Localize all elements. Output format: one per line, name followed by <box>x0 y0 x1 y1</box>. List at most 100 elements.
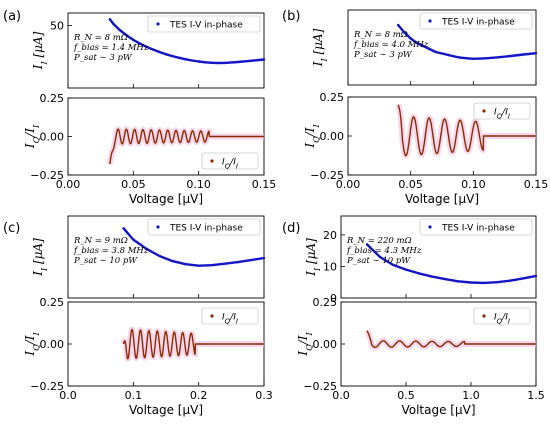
panel-label: (c) <box>3 221 20 236</box>
parameter-annotation: P_sat ∼ 3 pW <box>353 50 413 60</box>
iv-data-point <box>417 272 421 275</box>
iv-data-point <box>145 247 148 250</box>
x-tick-label: 0.00 <box>336 178 361 191</box>
iv-data-point <box>522 53 525 56</box>
y-axis-label: IQ/II <box>296 332 314 357</box>
iv-data-point <box>422 44 425 48</box>
legend-marker <box>156 225 160 229</box>
iv-data-point <box>469 281 473 284</box>
legend-box <box>473 102 531 120</box>
iv-data-point <box>108 18 112 21</box>
parameter-annotation: P_sat ∼ 10 pW <box>346 256 411 266</box>
legend-box <box>147 15 261 33</box>
legend-box <box>419 12 533 30</box>
y-axis-label: IQ/II <box>23 332 41 357</box>
legend-marker <box>210 159 214 163</box>
parameter-annotation: f_bias = 4.0 MHz <box>353 40 429 50</box>
parameter-annotation: R_N = 8 mΩ <box>73 33 128 43</box>
x-tick-label: 0.1 <box>125 389 143 402</box>
iv-data-point <box>210 61 213 64</box>
iv-data-point <box>171 54 174 58</box>
iv-data-point <box>262 256 266 260</box>
legend-marker <box>210 314 214 318</box>
iq-series-line <box>397 104 537 157</box>
x-tick-label: 0.05 <box>398 178 423 191</box>
iv-data-point <box>495 281 499 284</box>
iv-data-point <box>365 243 369 246</box>
iv-data-point <box>204 61 207 64</box>
iv-data-point <box>177 56 181 59</box>
x-tick-label: 0.10 <box>461 178 486 191</box>
iv-data-point <box>465 57 469 60</box>
y-tick-label: 0.00 <box>313 338 338 351</box>
iv-data-point <box>508 279 512 282</box>
y-axis-label: IQ/II <box>303 124 321 149</box>
legend-label: TES I-V in-phase <box>169 21 243 31</box>
parameter-annotation: R_N = 8 mΩ <box>353 30 408 40</box>
y-tick-label: 50 <box>50 20 64 33</box>
legend-box <box>201 307 259 325</box>
y-tick-label: 0 <box>330 292 337 305</box>
panel-label: (d) <box>282 221 300 236</box>
iv-data-point <box>145 45 148 48</box>
iv-data-point <box>151 48 155 51</box>
parameter-annotation: f_bias = 4.3 MHz <box>346 246 422 256</box>
iv-data-point <box>378 255 382 259</box>
iv-data-point <box>132 238 135 241</box>
iv-data-point <box>184 58 187 61</box>
iv-data-point <box>456 280 460 283</box>
top-axes-frame <box>340 215 537 299</box>
iv-data-point <box>484 57 488 60</box>
iv-data-point <box>430 275 434 278</box>
x-tick-label: 1.0 <box>462 389 480 402</box>
iv-data-point <box>132 38 135 42</box>
iv-data-point <box>428 47 431 51</box>
iv-data-point <box>184 262 187 266</box>
iv-data-point <box>249 258 253 262</box>
x-tick-label: 0.2 <box>190 389 208 402</box>
iv-data-point <box>125 34 128 37</box>
iv-data-point <box>509 54 513 58</box>
x-axis-label: Voltage [μV] <box>405 192 479 206</box>
x-tick-label: 0.00 <box>56 178 81 191</box>
iv-data-point <box>534 52 538 55</box>
iq-series-line <box>122 328 265 360</box>
y-axis-label: II [μA] <box>31 238 49 277</box>
iv-data-point <box>478 57 481 60</box>
y-axis-label: II [μA] <box>31 31 49 70</box>
legend-marker <box>428 225 432 229</box>
iv-data-point <box>119 29 122 32</box>
legend-box <box>201 152 259 170</box>
legend-marker <box>482 314 486 318</box>
x-axis-label: Voltage [μV] <box>129 192 203 206</box>
y-axis-label: IQ/II <box>23 124 41 149</box>
panel-1: (b) II [μA] R_N = 8 mΩf_bias = 4.0 MHzP_sa… <box>282 9 548 206</box>
top-axes-frame <box>67 12 265 89</box>
iv-data-point <box>404 268 408 271</box>
y-tick-label: 20 <box>323 229 337 242</box>
iv-data-point <box>236 60 240 64</box>
y-tick-label: 0.00 <box>40 338 65 351</box>
y-tick-label: 0.25 <box>320 91 345 104</box>
y-tick-label: 0.00 <box>320 130 345 143</box>
legend-label: IQ/II <box>494 313 510 326</box>
y-axis-label: II [μA] <box>304 238 322 277</box>
parameter-annotation: P_sat ∼ 10 pW <box>73 256 138 266</box>
iv-data-point <box>164 53 168 56</box>
iv-data-point <box>122 227 125 230</box>
iv-data-point <box>249 59 253 62</box>
iv-data-point <box>391 263 395 267</box>
y-tick-label: −0.25 <box>303 380 337 393</box>
x-tick-label: 0.0 <box>59 389 77 402</box>
iv-data-point <box>223 262 226 265</box>
iv-data-point <box>415 41 419 45</box>
y-tick-label: 0.25 <box>40 92 65 105</box>
x-tick-label: 0.0 <box>332 389 350 402</box>
top-axes-frame <box>347 9 537 86</box>
iq-series-line <box>366 330 537 348</box>
iv-data-point <box>138 42 142 45</box>
x-axis-label: Voltage [μV] <box>129 403 203 417</box>
iv-data-point <box>197 60 200 63</box>
